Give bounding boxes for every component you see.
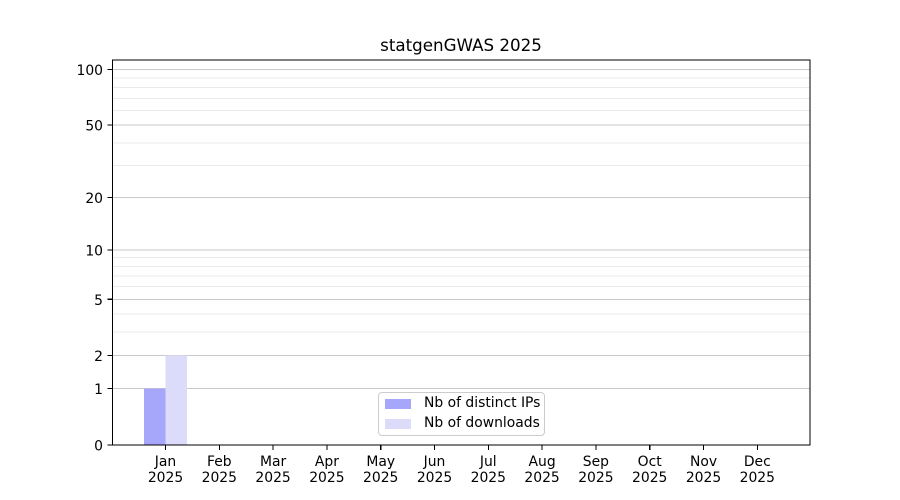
x-tick-label-year-jan: 2025: [148, 470, 183, 486]
x-tick-label-month-dec: Dec: [744, 454, 771, 470]
bar-distinct-ips-jan: [144, 388, 166, 445]
x-tick-label-year-feb: 2025: [202, 470, 237, 486]
x-tick-label-year-apr: 2025: [309, 470, 344, 486]
legend-item-distinct-ips: Nb of distinct IPs: [379, 394, 544, 414]
x-tick-label-year-dec: 2025: [740, 470, 775, 486]
y-tick-label: 5: [94, 293, 103, 309]
x-tick-label-month-oct: Oct: [638, 454, 663, 470]
x-tick-label-year-jun: 2025: [417, 470, 452, 486]
x-tick-label-year-oct: 2025: [632, 470, 667, 486]
legend-label-distinct-ips: Nb of distinct IPs: [424, 395, 541, 412]
chart-title: statgenGWAS 2025: [380, 34, 542, 55]
legend-item-downloads: Nb of downloads: [379, 414, 544, 434]
x-tick-label-year-aug: 2025: [524, 470, 559, 486]
x-tick-label-month-jul: Jul: [479, 454, 497, 470]
legend: Nb of distinct IPs Nb of downloads: [378, 392, 545, 436]
y-tick-label: 10: [85, 243, 103, 259]
x-tick-label-month-feb: Feb: [207, 454, 232, 470]
plot-frame: [111, 59, 811, 446]
x-tick-label-month-jan: Jan: [154, 454, 176, 470]
x-tick-label-month-aug: Aug: [529, 454, 556, 470]
x-tick-label-month-may: May: [366, 454, 395, 470]
bar-downloads-jan: [165, 355, 187, 445]
y-tick-label: 20: [85, 191, 103, 207]
legend-swatch-downloads: [385, 419, 411, 429]
y-tick-label: 1: [94, 382, 103, 398]
x-tick-label-year-may: 2025: [363, 470, 398, 486]
legend-label-downloads: Nb of downloads: [424, 415, 540, 432]
x-tick-label-year-sep: 2025: [578, 470, 613, 486]
x-tick-label-month-nov: Nov: [690, 454, 717, 470]
y-tick-label: 50: [85, 119, 103, 135]
x-tick-label-month-apr: Apr: [315, 454, 339, 470]
x-tick-label-month-jun: Jun: [423, 454, 446, 470]
x-tick-label-month-sep: Sep: [583, 454, 609, 470]
x-tick-label-month-mar: Mar: [260, 454, 286, 470]
y-tick-label: 2: [94, 349, 103, 365]
x-tick-label-year-nov: 2025: [686, 470, 721, 486]
y-tick-label: 0: [94, 439, 103, 455]
legend-swatch-distinct-ips: [385, 399, 411, 409]
x-tick-label-year-mar: 2025: [255, 470, 290, 486]
x-tick-label-year-jul: 2025: [471, 470, 506, 486]
y-tick-label: 100: [76, 63, 103, 79]
